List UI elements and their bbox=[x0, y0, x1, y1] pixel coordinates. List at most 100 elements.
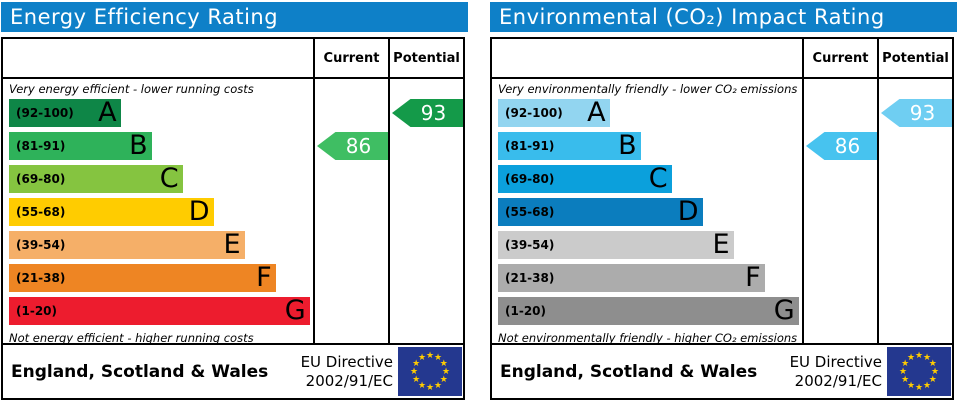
co2-potential-arrow: 93 bbox=[881, 99, 952, 127]
energy-potential-arrow: 93 bbox=[392, 99, 463, 127]
eu-star-icon: ★ bbox=[928, 358, 937, 369]
eu-star-icon: ★ bbox=[906, 380, 916, 391]
band-range: (69-80) bbox=[16, 172, 66, 186]
eu-star-icon: ★ bbox=[906, 352, 916, 363]
eu-directive-line2: 2002/91/EC bbox=[794, 371, 882, 390]
band-range: (92-100) bbox=[505, 106, 563, 120]
band-range: (55-68) bbox=[505, 205, 555, 219]
co2-band-e: (39-54) E bbox=[498, 231, 734, 259]
energy-caption-top: Very energy efficient - lower running co… bbox=[9, 82, 254, 96]
energy-chart-table: Current Potential Very energy efficient … bbox=[1, 37, 465, 400]
energy-current-column: 86 bbox=[313, 79, 388, 343]
band-letter: B bbox=[129, 130, 148, 161]
eu-directive-line2: 2002/91/EC bbox=[305, 371, 393, 390]
potential-column-header: Potential bbox=[388, 39, 463, 77]
eu-star-icon: ★ bbox=[417, 380, 427, 391]
energy-band-d: (55-68) D bbox=[9, 198, 214, 226]
eu-star-icon: ★ bbox=[439, 374, 448, 385]
energy-band-b: (81-91) B bbox=[9, 132, 152, 160]
energy-bands-column: Very energy efficient - lower running co… bbox=[3, 79, 313, 345]
co2-caption-top: Very environmentally friendly - lower CO… bbox=[498, 82, 798, 96]
eu-star-icon: ★ bbox=[928, 374, 937, 385]
eu-star-icon: ★ bbox=[922, 380, 932, 391]
energy-chart-title: Energy Efficiency Rating bbox=[1, 2, 468, 32]
energy-current-arrow: 86 bbox=[317, 132, 388, 160]
eu-directive-label: EU Directive 2002/91/EC bbox=[790, 353, 882, 391]
energy-band-e: (39-54) E bbox=[9, 231, 245, 259]
band-range: (55-68) bbox=[16, 205, 66, 219]
energy-potential-column: 93 bbox=[388, 79, 463, 343]
band-range: (39-54) bbox=[505, 238, 555, 252]
eu-directive-line1: EU Directive bbox=[300, 352, 393, 371]
co2-chart-title: Environmental (CO₂) Impact Rating bbox=[490, 2, 957, 32]
co2-band-d: (55-68) D bbox=[498, 198, 703, 226]
eu-star-icon: ★ bbox=[425, 382, 435, 393]
band-range: (1-20) bbox=[16, 304, 57, 318]
eu-star-icon: ★ bbox=[914, 382, 924, 393]
co2-current-arrow: 86 bbox=[806, 132, 877, 160]
current-column-header: Current bbox=[802, 39, 877, 77]
co2-chart-table: Current Potential Very environmentally f… bbox=[490, 37, 954, 400]
energy-band-f: (21-38) F bbox=[9, 264, 276, 292]
energy-band-a: (92-100) A bbox=[9, 99, 121, 127]
eu-star-icon: ★ bbox=[922, 352, 932, 363]
co2-chart-body: Very environmentally friendly - lower CO… bbox=[492, 79, 952, 345]
energy-chart-footer: England, Scotland & Wales EU Directive 2… bbox=[3, 343, 463, 398]
band-range: (69-80) bbox=[505, 172, 555, 186]
eu-star-icon: ★ bbox=[433, 380, 443, 391]
band-range: (81-91) bbox=[505, 139, 555, 153]
co2-band-b: (81-91) B bbox=[498, 132, 641, 160]
eu-star-icon: ★ bbox=[898, 366, 908, 377]
eu-star-icon: ★ bbox=[441, 366, 451, 377]
eu-directive-line1: EU Directive bbox=[789, 352, 882, 371]
energy-chart-body: Very energy efficient - lower running co… bbox=[3, 79, 463, 345]
co2-header-row: Current Potential bbox=[492, 39, 952, 79]
band-letter: G bbox=[773, 295, 795, 326]
band-letter: F bbox=[745, 262, 761, 293]
co2-band-f: (21-38) F bbox=[498, 264, 765, 292]
current-column-header: Current bbox=[313, 39, 388, 77]
band-range: (1-20) bbox=[505, 304, 546, 318]
eu-star-icon: ★ bbox=[425, 350, 435, 361]
band-letter: E bbox=[712, 229, 730, 260]
energy-potential-value: 93 bbox=[420, 101, 447, 125]
energy-current-value: 86 bbox=[345, 134, 372, 158]
band-letter: A bbox=[98, 97, 117, 128]
co2-band-c: (69-80) C bbox=[498, 165, 672, 193]
band-range: (21-38) bbox=[16, 271, 66, 285]
band-letter: A bbox=[587, 97, 606, 128]
band-letter: D bbox=[677, 196, 699, 227]
header-spacer bbox=[492, 39, 802, 77]
band-letter: C bbox=[648, 163, 668, 194]
band-letter: F bbox=[256, 262, 272, 293]
energy-header-row: Current Potential bbox=[3, 39, 463, 79]
co2-bands-column: Very environmentally friendly - lower CO… bbox=[492, 79, 802, 345]
eu-directive-label: EU Directive 2002/91/EC bbox=[301, 353, 393, 391]
band-letter: D bbox=[188, 196, 210, 227]
header-spacer bbox=[3, 39, 313, 77]
energy-band-c: (69-80) C bbox=[9, 165, 183, 193]
co2-chart-footer: England, Scotland & Wales EU Directive 2… bbox=[492, 343, 952, 398]
band-range: (92-100) bbox=[16, 106, 74, 120]
potential-column-header: Potential bbox=[877, 39, 952, 77]
co2-band-a: (92-100) A bbox=[498, 99, 610, 127]
co2-potential-value: 93 bbox=[909, 101, 936, 125]
band-letter: G bbox=[284, 295, 306, 326]
eu-star-icon: ★ bbox=[901, 358, 910, 369]
energy-caption-bottom: Not energy efficient - higher running co… bbox=[9, 331, 254, 345]
region-label: England, Scotland & Wales bbox=[500, 361, 758, 382]
epc-co2-chart: Environmental (CO₂) Impact Rating Curren… bbox=[490, 2, 957, 400]
band-letter: C bbox=[159, 163, 179, 194]
eu-star-icon: ★ bbox=[930, 366, 940, 377]
region-label: England, Scotland & Wales bbox=[11, 361, 269, 382]
eu-star-icon: ★ bbox=[417, 352, 427, 363]
eu-star-icon: ★ bbox=[409, 366, 419, 377]
co2-potential-column: 93 bbox=[877, 79, 952, 343]
band-range: (81-91) bbox=[16, 139, 66, 153]
energy-band-g: (1-20) G bbox=[9, 297, 310, 325]
band-range: (21-38) bbox=[505, 271, 555, 285]
co2-current-column: 86 bbox=[802, 79, 877, 343]
eu-star-icon: ★ bbox=[439, 358, 448, 369]
co2-band-g: (1-20) G bbox=[498, 297, 799, 325]
band-letter: B bbox=[618, 130, 637, 161]
